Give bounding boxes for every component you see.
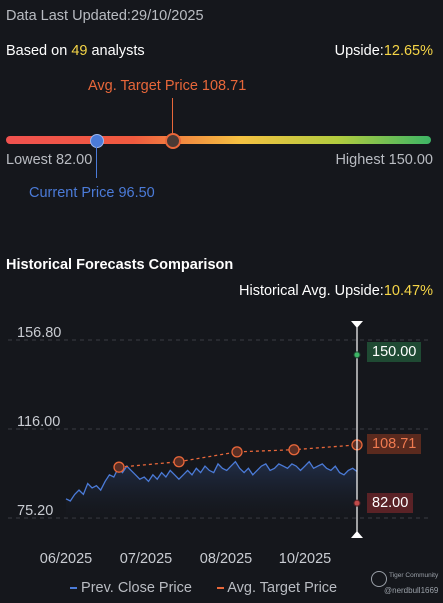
y-tick-label: 156.80 [17, 325, 61, 341]
avg-target-connector [172, 98, 173, 134]
based-on-suffix: analysts [87, 43, 145, 59]
prev-close-line [65, 460, 358, 502]
price-range-gauge [6, 136, 431, 144]
legend-prev-close-label: Prev. Close Price [81, 580, 192, 596]
current-price-label: Current Price 96.50 [29, 185, 155, 201]
x-tick-label: 08/2025 [200, 551, 252, 567]
crosshair-top-arrow-icon [351, 321, 363, 328]
avg-target-point [288, 444, 300, 456]
tiger-logo-icon [371, 571, 387, 587]
y-tick-label: 116.00 [17, 414, 60, 430]
avg-target-label: Avg. Target Price 108.71 [88, 78, 247, 94]
x-tick-label: 10/2025 [279, 551, 331, 567]
x-tick-label: 06/2025 [40, 551, 92, 567]
y-tick-label: 75.20 [17, 503, 53, 519]
avg-target-marker [165, 133, 181, 149]
historical-title: Historical Forecasts Comparison [6, 257, 234, 273]
legend-avg-target-label: Avg. Target Price [227, 580, 338, 596]
current-price-marker [90, 134, 104, 148]
low-target-dot [353, 499, 361, 507]
avg-target-point [173, 456, 185, 468]
x-tick-label: 07/2025 [120, 551, 172, 567]
historical-upside-value: 10.47% [383, 283, 433, 299]
upside-value: 12.65% [383, 43, 433, 59]
legend-line-orange-icon [217, 587, 224, 590]
price-area [66, 461, 357, 518]
based-on-prefix: Based on [6, 43, 72, 59]
highest-label: Highest 150.00 [335, 152, 433, 168]
analyst-count: 49 [71, 43, 88, 59]
historical-upside: Historical Avg. Upside:10.47% [239, 283, 433, 299]
last-updated: Data Last Updated:29/10/2025 [6, 8, 204, 24]
legend-prev-close[interactable]: Prev. Close Price [70, 580, 192, 596]
historical-upside-label: Historical Avg. Upside: [239, 283, 384, 299]
high-target-badge: 150.00 [367, 342, 422, 362]
avg-target-point [231, 446, 243, 458]
analyst-summary: Based on 49 analysts [6, 43, 145, 59]
lowest-label: Lowest 82.00 [6, 152, 93, 168]
legend-avg-target[interactable]: Avg. Target Price [217, 580, 337, 596]
legend-line-blue-icon [70, 587, 77, 590]
avg-target-point [113, 461, 125, 473]
watermark-handle: @nerdbull1669 [384, 586, 439, 595]
high-target-dot [353, 351, 361, 359]
crosshair-bottom-arrow-icon [351, 531, 363, 538]
current-price-connector [96, 146, 97, 178]
avg-target-badge: 108.71 [367, 434, 422, 454]
upside-label: Upside: [334, 43, 384, 59]
upside-summary: Upside:12.65% [335, 43, 433, 59]
low-target-badge: 82.00 [367, 493, 414, 513]
watermark-brand: Tiger Community [389, 572, 439, 579]
